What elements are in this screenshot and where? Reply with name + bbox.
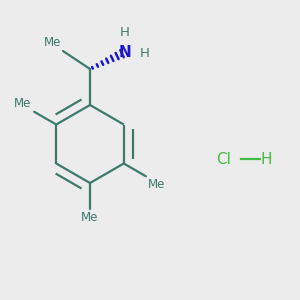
Text: Me: Me — [44, 37, 61, 50]
Text: Me: Me — [148, 178, 166, 191]
Text: Me: Me — [81, 211, 99, 224]
Text: Me: Me — [14, 97, 32, 110]
Text: H: H — [140, 47, 149, 61]
Text: N: N — [118, 45, 131, 60]
Text: H: H — [261, 152, 272, 166]
Text: H: H — [120, 26, 129, 39]
Text: Cl: Cl — [216, 152, 231, 166]
